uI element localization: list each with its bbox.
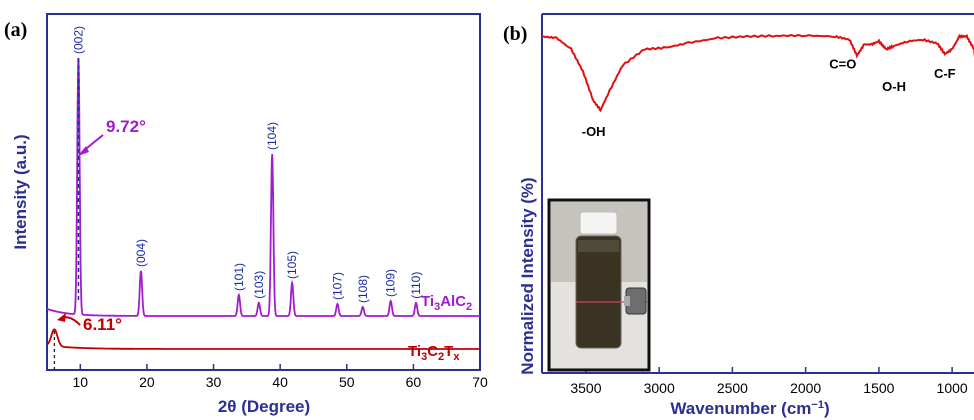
xrd-panel: 10 20 30 40 50 60 70 (002) (004) (101) (103) (104)… bbox=[11, 13, 488, 416]
xrd-x-tick-label: 50 bbox=[339, 374, 355, 390]
arrow-972-head bbox=[78, 146, 89, 156]
xrd-peak-label: (110) bbox=[409, 272, 423, 299]
ftir-band-label: C=O bbox=[829, 56, 856, 71]
ftir-band-label: O-H bbox=[882, 79, 906, 94]
inset-photo bbox=[547, 198, 651, 372]
xrd-peak-label: (107) bbox=[330, 272, 344, 300]
xrd-x-tick-label: 70 bbox=[472, 374, 488, 390]
annotation-972: 9.72° bbox=[106, 117, 146, 136]
ftir-x-tick-label: 1000 bbox=[937, 380, 968, 396]
xrd-x-tick-label: 40 bbox=[272, 374, 288, 390]
ftir-x-ticks: 3500 3000 2500 2000 1500 1000 bbox=[570, 367, 968, 396]
ftir-y-axis-title: Normalized Intensity (%) bbox=[518, 177, 537, 374]
xrd-series-line bbox=[46, 57, 480, 317]
xrd-peak-label: (108) bbox=[356, 275, 370, 303]
ftir-x-tick-label: 3000 bbox=[644, 380, 675, 396]
panel-label-a: (a) bbox=[4, 19, 27, 41]
xrd-x-ticks: 10 20 30 40 50 60 70 bbox=[73, 364, 488, 390]
annotation-611: 6.11° bbox=[83, 315, 122, 334]
xrd-peak-labels: (002) (004) (101) (103) (104) (105) (107) (108)… bbox=[71, 26, 423, 303]
xrd-peak-label: (002) bbox=[71, 26, 85, 54]
ftir-x-tick-label: 3500 bbox=[570, 380, 601, 396]
xrd-y-axis-title: Intensity (a.u.) bbox=[11, 134, 30, 249]
panel-label-b: (b) bbox=[503, 23, 527, 45]
ftir-band-labels: -OHC=OO-HC-FTi-O bbox=[582, 56, 956, 139]
ftir-series-line bbox=[541, 33, 974, 113]
ftir-x-axis-title: Wavenumber (cm−1) bbox=[670, 399, 829, 418]
xrd-peak-label: (104) bbox=[265, 122, 279, 150]
xrd-series bbox=[46, 57, 480, 350]
series-label-ti3c2tx: Ti3C2Tx bbox=[408, 343, 460, 363]
xrd-x-tick-label: 30 bbox=[206, 374, 222, 390]
xrd-x-axis-title: 2θ (Degree) bbox=[218, 397, 310, 416]
xrd-peak-label: (105) bbox=[285, 251, 299, 279]
xrd-peak-label: (109) bbox=[384, 269, 398, 297]
xrd-x-tick-label: 20 bbox=[139, 374, 155, 390]
xrd-series-line bbox=[46, 328, 480, 350]
xrd-plot-frame bbox=[46, 13, 481, 371]
xrd-peak-label: (103) bbox=[252, 271, 266, 299]
ftir-band-label: -OH bbox=[582, 124, 606, 139]
ftir-x-tick-label: 1500 bbox=[863, 380, 894, 396]
ftir-x-tick-label: 2500 bbox=[717, 380, 748, 396]
series-label-ti3alc2: Ti3AlC2 bbox=[421, 293, 472, 313]
xrd-x-tick-label: 60 bbox=[406, 374, 422, 390]
arrow-611-head bbox=[57, 313, 66, 322]
ftir-x-tick-label: 2000 bbox=[790, 380, 821, 396]
xrd-peak-label: (101) bbox=[232, 263, 246, 291]
ftir-band-label: C-F bbox=[934, 66, 956, 81]
xrd-peak-label: (004) bbox=[134, 239, 148, 267]
xrd-x-tick-label: 10 bbox=[73, 374, 89, 390]
